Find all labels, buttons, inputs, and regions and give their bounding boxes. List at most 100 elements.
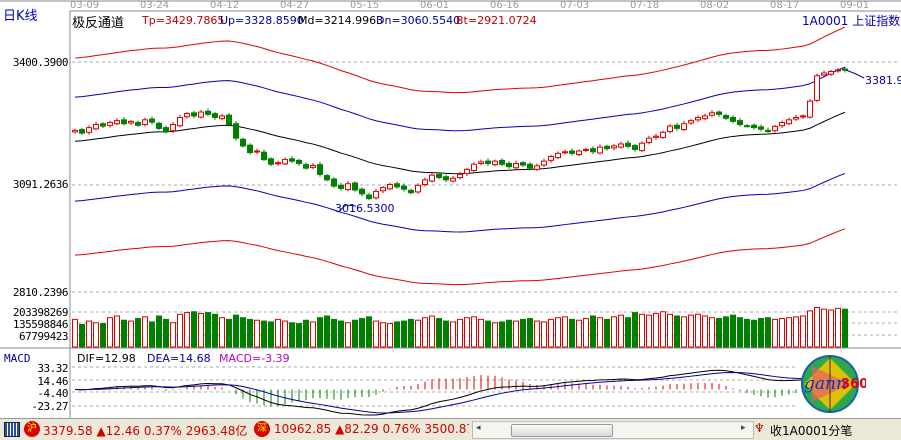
band-mid-line	[74, 111, 846, 175]
volume-bar	[380, 322, 386, 348]
sh-badge-icon[interactable]: 沪	[24, 421, 40, 437]
volume-bar	[471, 316, 477, 348]
candle-body	[387, 184, 393, 190]
candle-body	[163, 127, 169, 133]
band-top-line	[74, 26, 846, 94]
candle-body	[275, 162, 281, 165]
candle-body	[268, 158, 274, 165]
candle-body	[380, 187, 386, 192]
date-tick: 08-17	[770, 0, 800, 11]
signal-antenna-icon: ♆	[754, 421, 765, 435]
volume-bar	[604, 318, 610, 348]
volume-bar	[205, 312, 211, 348]
volume-axis-label: 203398269	[12, 306, 69, 319]
scrollbar-thumb[interactable]	[511, 424, 613, 437]
candle-body	[709, 112, 715, 116]
volume-bar	[506, 319, 512, 348]
volume-bar	[744, 318, 750, 348]
candle-body	[562, 151, 568, 154]
candle-body	[674, 124, 680, 129]
volume-axis-label: 135598846	[12, 318, 69, 331]
low-pointer	[337, 204, 357, 213]
candle-body	[590, 148, 596, 153]
chart-canvas	[0, 0, 901, 418]
volume-bar	[653, 312, 659, 348]
candle-body	[219, 115, 225, 120]
candle-body	[534, 165, 540, 170]
price-axis-label: 2810.2396	[12, 286, 69, 299]
volume-bar	[646, 314, 652, 348]
candle-body	[772, 125, 778, 132]
security-name: 1A0001 上证指数	[802, 14, 901, 28]
candle-body	[296, 159, 302, 164]
volume-bar	[807, 310, 813, 348]
date-tick: 04-12	[210, 0, 240, 11]
volume-bar	[240, 317, 246, 348]
candle-body	[338, 184, 344, 189]
candle-body	[212, 113, 218, 118]
date-tick: 09-01	[840, 0, 870, 11]
volume-bar	[317, 317, 323, 348]
volume-bar	[618, 314, 624, 348]
candle-body	[506, 162, 512, 168]
candle-body	[842, 68, 848, 71]
volume-bar	[772, 318, 778, 348]
period-label[interactable]: 日K线	[3, 9, 38, 24]
candle-body	[142, 119, 148, 126]
up-value: Up=3328.8590	[220, 14, 304, 27]
volume-bar	[576, 319, 582, 348]
volume-bar	[842, 308, 848, 348]
band-down-line	[74, 172, 846, 233]
candle-body	[632, 145, 638, 150]
candle-body	[429, 174, 435, 182]
volume-bar	[527, 318, 533, 348]
horizontal-scrollbar[interactable]: ◂ ▸	[472, 421, 754, 439]
candle-body	[394, 183, 400, 188]
connection-status: 收1A0001分笔	[770, 424, 853, 438]
candle-body	[170, 124, 176, 132]
volume-bar	[310, 321, 316, 348]
volume-bar	[135, 318, 141, 348]
volume-bar	[352, 319, 358, 348]
candle-body	[548, 155, 554, 161]
price-axis-label: 3400.3900	[12, 56, 69, 69]
date-tick: 07-03	[560, 0, 590, 11]
candle-body	[86, 127, 92, 133]
macd-axis-label: 33.32	[37, 362, 68, 375]
volume-bar	[394, 321, 400, 348]
candle-body	[352, 182, 358, 191]
candle-body	[520, 162, 526, 166]
candle-body	[121, 119, 127, 125]
volume-bar	[681, 316, 687, 348]
scroll-right-arrow-icon[interactable]: ▸	[741, 423, 746, 433]
candle-body	[93, 124, 99, 130]
logo-text: gann	[804, 374, 847, 394]
candle-body	[688, 120, 694, 124]
tp-value: Tp=3429.7865	[142, 14, 225, 27]
candle-body	[401, 185, 407, 190]
candle-body	[737, 120, 743, 126]
candle-body	[205, 110, 211, 115]
volume-bar	[233, 314, 239, 348]
volume-bar	[401, 320, 407, 348]
band-bottom-line	[74, 228, 846, 286]
volume-bar	[387, 323, 393, 348]
candle-body	[779, 122, 785, 127]
candle-body	[345, 183, 351, 191]
macd-dif: DIF=12.98	[77, 352, 136, 365]
candle-body	[128, 120, 134, 124]
volume-bar	[72, 318, 78, 348]
candle-body	[436, 173, 442, 179]
sz-badge-icon[interactable]: 深	[254, 421, 270, 437]
candle-body	[723, 115, 729, 119]
volume-bar	[821, 308, 827, 348]
date-tick: 03-24	[140, 0, 170, 11]
candle-body	[730, 116, 736, 122]
calendar-icon[interactable]	[4, 422, 20, 437]
sh-index-quote: 3379.58 ▲12.46 0.37% 2963.48亿	[43, 424, 248, 438]
volume-bar	[324, 315, 330, 348]
volume-bar	[338, 320, 344, 348]
volume-bar	[828, 309, 834, 348]
candle-body	[681, 123, 687, 131]
scroll-left-arrow-icon[interactable]: ◂	[476, 423, 481, 433]
